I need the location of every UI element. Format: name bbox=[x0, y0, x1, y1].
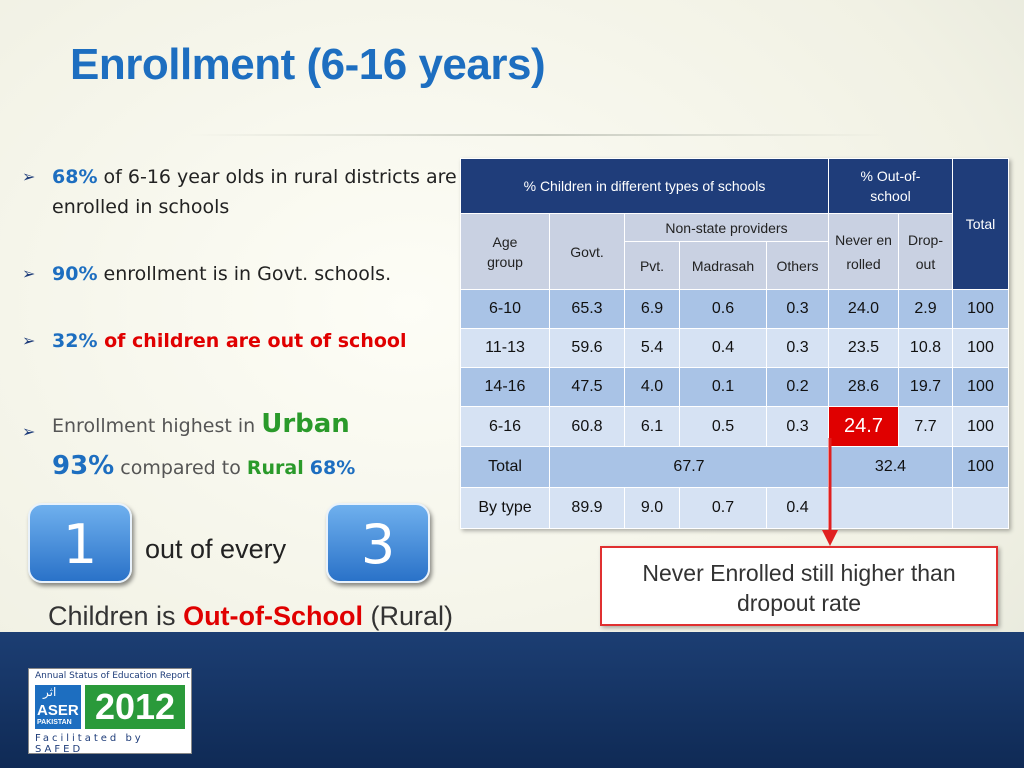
header-cell: Others bbox=[766, 241, 829, 290]
table-cell: 100 bbox=[952, 328, 1009, 368]
table-cell: 24.7 bbox=[828, 406, 899, 447]
row-label: 14-16 bbox=[460, 367, 550, 407]
table-cell: 0.3 bbox=[766, 328, 829, 368]
header-cell: % Out-of-school bbox=[828, 158, 953, 214]
logo-block bbox=[35, 685, 81, 729]
highlight: 90% bbox=[52, 263, 98, 285]
empty-cell bbox=[828, 487, 953, 529]
table-cell: 9.0 bbox=[624, 487, 680, 529]
header-cell: Total bbox=[952, 158, 1009, 290]
number-badge: 3 bbox=[326, 503, 430, 583]
table-cell: 100 bbox=[952, 406, 1009, 447]
table-cell: 19.7 bbox=[898, 367, 953, 407]
header-cell: Govt. bbox=[549, 213, 625, 290]
logo-urdu: اثر bbox=[43, 685, 57, 699]
table-cell: 5.4 bbox=[624, 328, 680, 368]
table-row: 6-16 60.8 6.1 0.5 0.3 24.7 7.7 100 bbox=[460, 406, 1009, 447]
highlight: Rural bbox=[246, 457, 304, 479]
table-cell: 0.7 bbox=[679, 487, 767, 529]
caption: Children is Out-of-School (Rural) bbox=[48, 601, 453, 632]
header-cell: Madrasah bbox=[679, 241, 767, 290]
arrow-head bbox=[822, 530, 838, 546]
text: of 6-16 year olds in rural districts are… bbox=[52, 166, 457, 218]
table-cell: 47.5 bbox=[549, 367, 625, 407]
table-cell: 0.6 bbox=[679, 289, 767, 329]
table-cell: 6.9 bbox=[624, 289, 680, 329]
table-cell: 4.0 bbox=[624, 367, 680, 407]
header-cell: Pvt. bbox=[624, 241, 680, 290]
header-cell: Never enrolled bbox=[828, 213, 899, 290]
table-cell: 59.6 bbox=[549, 328, 625, 368]
logo-year: 2012 bbox=[85, 685, 185, 729]
text: compared to bbox=[114, 457, 247, 479]
logo-country: PAKISTAN bbox=[37, 719, 72, 726]
table-cell: 0.3 bbox=[766, 289, 829, 329]
highlight: 68% bbox=[309, 457, 356, 479]
bullet: ➢ 32% of children are out of school bbox=[22, 330, 407, 352]
header-cell: Age group bbox=[460, 213, 550, 290]
callout: Never Enrolled still higher than dropout… bbox=[600, 546, 998, 626]
table-cell: 100 bbox=[952, 289, 1009, 329]
header-cell: Non-state providers bbox=[624, 213, 829, 242]
text: of children are out of school bbox=[97, 330, 407, 352]
enrollment-table: % Children in different types of schools… bbox=[460, 158, 1009, 529]
table-row: Total 67.7 32.4 100 bbox=[460, 446, 1009, 488]
header-cell: Drop-out bbox=[898, 213, 953, 290]
table-cell: 0.2 bbox=[766, 367, 829, 407]
highlight: 32% bbox=[52, 330, 98, 352]
table-cell: 32.4 bbox=[828, 446, 953, 488]
title: Enrollment (6-16 years) bbox=[70, 40, 546, 89]
table-cell: 100 bbox=[952, 446, 1009, 488]
table-cell: 67.7 bbox=[549, 446, 829, 488]
bullet: ➢ 90% enrollment is in Govt. schools. bbox=[22, 263, 392, 285]
header-cell: % Children in different types of schools bbox=[460, 158, 829, 214]
row-label: 6-16 bbox=[460, 406, 550, 447]
row-label: Total bbox=[460, 446, 550, 488]
table-cell: 7.7 bbox=[898, 406, 953, 447]
table-row: 14-16 47.5 4.0 0.1 0.2 28.6 19.7 100 bbox=[460, 367, 1009, 407]
table-cell: 60.8 bbox=[549, 406, 625, 447]
table-cell: 65.3 bbox=[549, 289, 625, 329]
table-cell: 10.8 bbox=[898, 328, 953, 368]
bullet: ➢ 68% of 6-16 year olds in rural district… bbox=[22, 166, 457, 218]
table-row: 11-13 59.6 5.4 0.4 0.3 23.5 10.8 100 bbox=[460, 328, 1009, 368]
table-cell: 6.1 bbox=[624, 406, 680, 447]
table-cell: 0.5 bbox=[679, 406, 767, 447]
highlight: Urban bbox=[261, 409, 350, 439]
table-cell: 24.0 bbox=[828, 289, 899, 329]
table-cell: 0.4 bbox=[766, 487, 829, 529]
caption-highlight: Out-of-School bbox=[183, 601, 364, 631]
table-cell: 100 bbox=[952, 367, 1009, 407]
row-label: 6-10 bbox=[460, 289, 550, 329]
ratio-text: out of every bbox=[145, 534, 287, 564]
logo-credit: Facilitated by SAFED bbox=[35, 733, 144, 755]
highlight: 93% bbox=[52, 451, 115, 481]
table-cell: 0.3 bbox=[766, 406, 829, 447]
table-cell: 89.9 bbox=[549, 487, 625, 529]
text: Enrollment highest in bbox=[52, 415, 262, 437]
number-badge: 1 bbox=[28, 503, 132, 583]
table-cell: 28.6 bbox=[828, 367, 899, 407]
table-row: 6-10 65.3 6.9 0.6 0.3 24.0 2.9 100 bbox=[460, 289, 1009, 329]
caption-text: (Rural) bbox=[363, 601, 454, 631]
table-cell: 0.1 bbox=[679, 367, 767, 407]
table-cell: 0.4 bbox=[679, 328, 767, 368]
bullet: ➢ Enrollment highest in Urban 93% compared… bbox=[22, 409, 356, 481]
caption-text: Children is bbox=[48, 601, 184, 631]
highlight: 68% bbox=[52, 166, 98, 188]
divider bbox=[190, 134, 890, 136]
row-label: By type bbox=[460, 487, 550, 529]
empty-cell bbox=[952, 487, 1009, 529]
table-cell: 2.9 bbox=[898, 289, 953, 329]
logo-caption: Annual Status of Education Report bbox=[35, 671, 190, 681]
text: enrollment is in Govt. schools. bbox=[97, 263, 392, 285]
row-label: 11-13 bbox=[460, 328, 550, 368]
logo: Annual Status of Education Report اثر AS… bbox=[28, 668, 192, 755]
table-cell: 23.5 bbox=[828, 328, 899, 368]
table-row: By type 89.9 9.0 0.7 0.4 bbox=[460, 487, 1009, 529]
logo-name: ASER bbox=[37, 702, 79, 719]
